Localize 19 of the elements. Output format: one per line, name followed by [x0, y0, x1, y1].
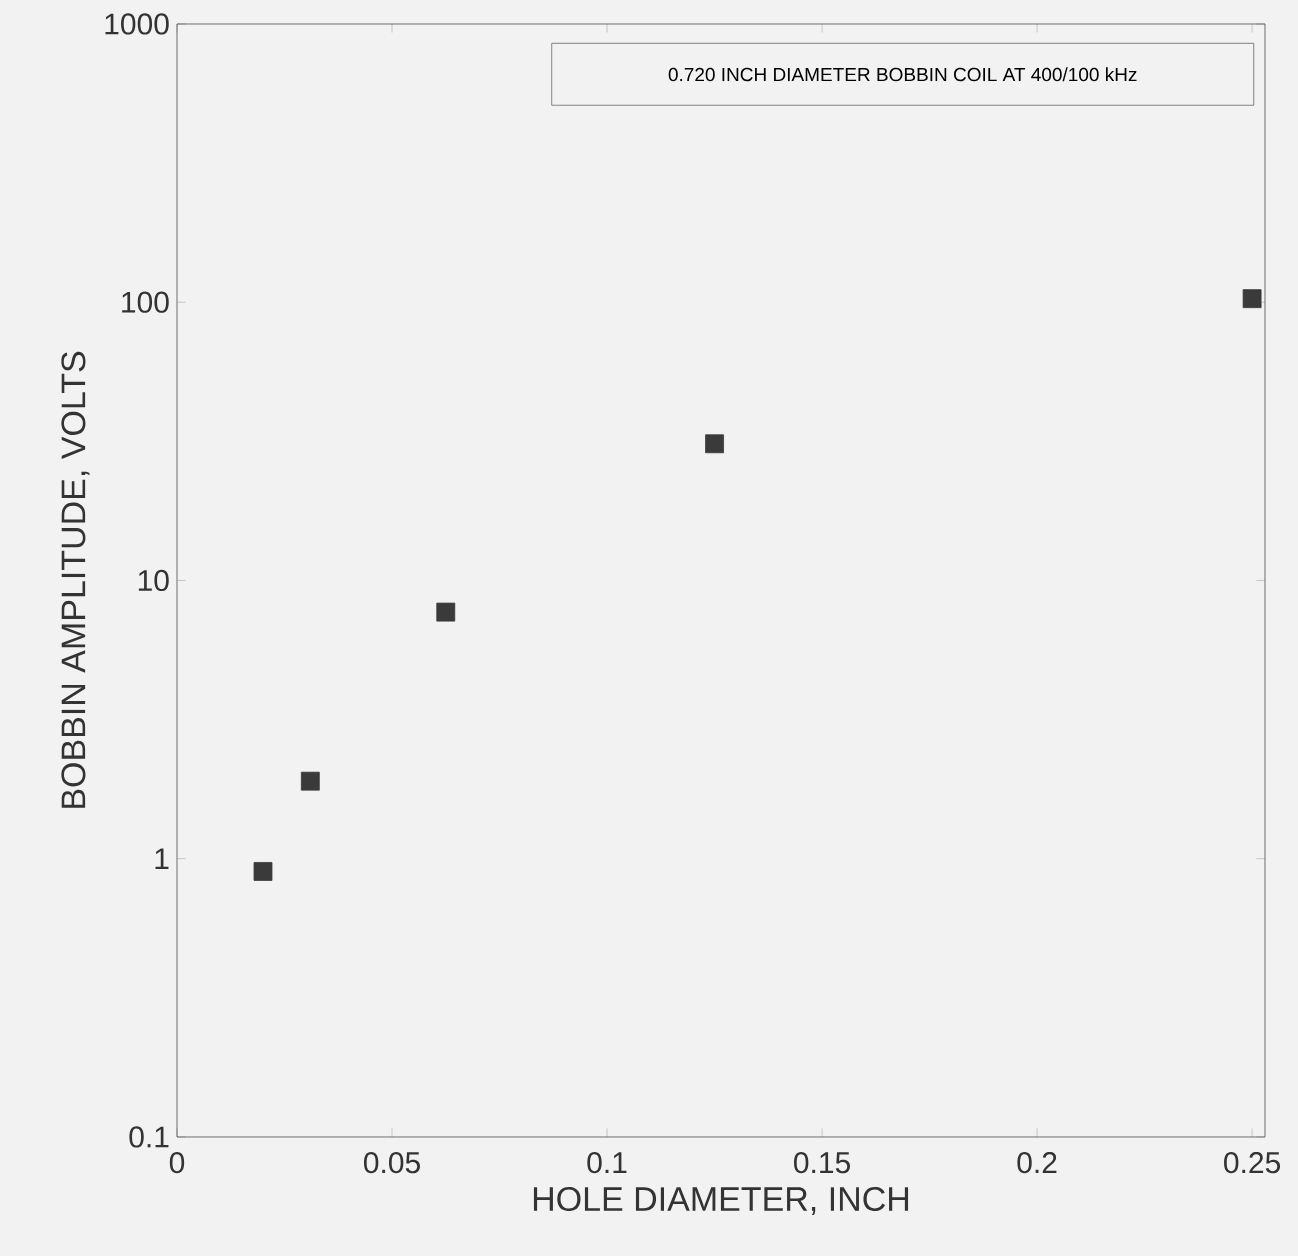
x-tick-label: 0 — [169, 1152, 185, 1174]
y-tick-label: 1000 — [105, 13, 169, 35]
x-axis-title: HOLE DIAMETER, INCH — [533, 1187, 909, 1216]
x-tick-label: 0.15 — [794, 1152, 850, 1174]
y-tick-label: 10 — [138, 569, 169, 592]
annotation: 0.720 INCH DIAMETER BOBBIN COIL AT 400/100 kHz — [668, 67, 1137, 82]
y-axis-title: BOBBIN AMPLITUDE, VOLTS — [61, 351, 90, 808]
point — [253, 862, 273, 881]
point — [300, 771, 320, 791]
x-tick-label: 0.2 — [1017, 1152, 1057, 1174]
point — [1242, 289, 1262, 309]
point — [705, 434, 724, 454]
y-tick-label: 100 — [122, 291, 169, 313]
x-tick-label: 0.25 — [1224, 1152, 1281, 1174]
x-tick-label: 0.1 — [587, 1152, 627, 1174]
y-tick-label: 0.1 — [129, 1126, 169, 1148]
point — [436, 602, 456, 622]
x-tick-label: 0.05 — [363, 1152, 420, 1174]
y-tick-label: 1 — [155, 848, 169, 870]
